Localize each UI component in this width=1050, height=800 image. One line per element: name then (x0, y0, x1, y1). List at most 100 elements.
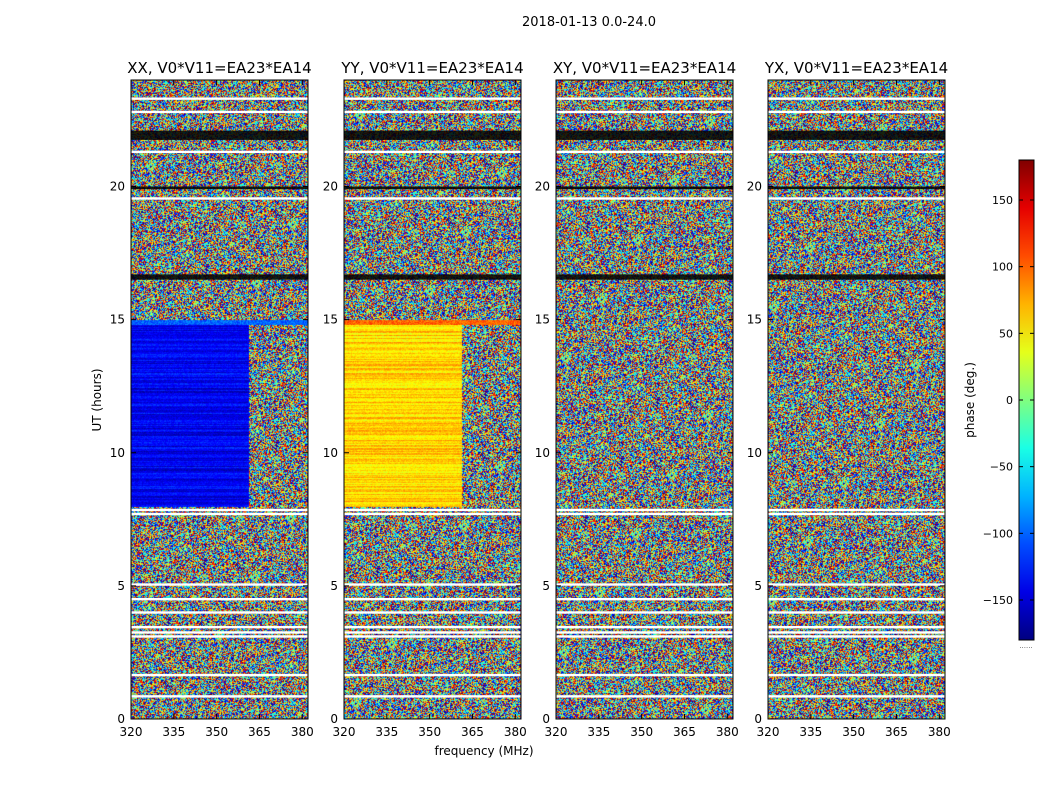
colorbar: −150 −100 −50 0 50 100 150 (983, 159, 1035, 641)
x-tick-label: 350 (842, 725, 865, 739)
y-tick-label: 20 (110, 180, 125, 194)
y-tick-label: 20 (323, 180, 338, 194)
colorbar-tick-label: −100 (983, 527, 1013, 540)
heatmap-yx (768, 80, 945, 719)
heatmap-yy (344, 80, 521, 719)
panel-title: YX, V0*V11=EA23*EA14 (764, 59, 948, 77)
x-tick-label: 320 (757, 725, 780, 739)
flagged-row (768, 150, 945, 154)
x-tick-label: 365 (885, 725, 908, 739)
y-tick-label: 10 (323, 446, 338, 460)
y-tick-label: 15 (323, 313, 338, 327)
colorbar-tick-label: −50 (990, 461, 1013, 474)
flagged-row (556, 110, 733, 114)
flagged-row (131, 97, 308, 100)
y-axis-label: UT (hours) (90, 368, 104, 431)
flagged-row (131, 631, 308, 634)
y-tick-label: 20 (747, 180, 762, 194)
panel-xx: XX, V0*V11=EA23*EA14 320 335 350 365 380 0 5 10 1… (110, 59, 314, 739)
flagged-row (768, 110, 945, 114)
flagged-row (131, 110, 308, 114)
x-tick-label: 335 (375, 725, 398, 739)
flagged-row (344, 150, 521, 154)
flagged-row (768, 512, 945, 516)
y-tick-label: 15 (535, 313, 550, 327)
blank-band (768, 186, 945, 190)
flagged-row (131, 512, 308, 516)
x-tick-label: 320 (545, 725, 568, 739)
y-tick-label: 15 (747, 313, 762, 327)
flagged-row (344, 597, 521, 601)
flagged-row (344, 110, 521, 114)
y-tick-label: 5 (542, 579, 550, 593)
flagged-row (344, 197, 521, 200)
y-tick-label: 5 (330, 579, 338, 593)
flagged-row (556, 150, 733, 154)
colorbar-tick-label: 50 (999, 327, 1013, 340)
y-tick-label: 10 (747, 446, 762, 460)
y-tick-label: 20 (535, 180, 550, 194)
flagged-row (131, 673, 308, 677)
flagged-row (768, 597, 945, 601)
blank-band (344, 274, 521, 280)
blank-band (131, 186, 308, 190)
flagged-row (344, 631, 521, 634)
panel-yy: YY, V0*V11=EA23*EA14 320 335 350 365 380 0 5 10 1… (323, 59, 527, 739)
panels-group: XX, V0*V11=EA23*EA14 320 335 350 365 380 0 5 10 1… (110, 59, 951, 739)
heatmap-xx (131, 80, 308, 719)
flagged-row (768, 97, 945, 100)
heatmap-xy (556, 80, 733, 719)
x-tick-label: 350 (630, 725, 653, 739)
panel-frame (555, 79, 734, 720)
flagged-row (344, 583, 521, 586)
flagged-row (556, 673, 733, 677)
blank-band (344, 186, 521, 190)
flagged-row (556, 508, 733, 512)
blank-band (556, 186, 733, 190)
blank-band (768, 130, 945, 140)
x-tick-label: 365 (673, 725, 696, 739)
x-tick-label: 365 (461, 725, 484, 739)
flagged-row (556, 597, 733, 601)
flagged-row (131, 150, 308, 154)
flagged-row (344, 508, 521, 512)
flagged-row (131, 611, 308, 614)
panel-xy: XY, V0*V11=EA23*EA14 320 335 350 365 380 0 5 10 1… (535, 59, 739, 739)
x-axis-label: frequency (MHz) (434, 744, 533, 758)
x-tick-label: 335 (162, 725, 185, 739)
flagged-row (556, 625, 733, 629)
flagged-row (556, 512, 733, 516)
flagged-row (556, 197, 733, 200)
y-tick-label: 15 (110, 313, 125, 327)
flagged-row (556, 611, 733, 614)
x-tick-label: 335 (799, 725, 822, 739)
flagged-row (768, 197, 945, 200)
panel-title: XX, V0*V11=EA23*EA14 (127, 59, 311, 77)
figure-suptitle: 2018-01-13 0.0-24.0 (522, 15, 656, 30)
y-tick-label: 5 (117, 579, 125, 593)
flagged-row (131, 635, 308, 638)
y-tick-label: 0 (542, 712, 550, 726)
flagged-row (131, 583, 308, 586)
panel-frame (767, 79, 946, 720)
blank-band (556, 130, 733, 140)
flagged-row (556, 97, 733, 100)
y-tick-label: 0 (754, 712, 762, 726)
y-tick-label: 10 (535, 446, 550, 460)
flagged-row (768, 695, 945, 698)
colorbar-tick-label: 150 (992, 194, 1013, 207)
flagged-row (344, 695, 521, 698)
blank-band (344, 130, 521, 140)
colorbar-label: phase (deg.) (963, 362, 977, 438)
flagged-row (556, 583, 733, 586)
blank-band (131, 274, 308, 280)
y-tick-label: 0 (117, 712, 125, 726)
flagged-row (768, 611, 945, 614)
y-tick-label: 5 (754, 579, 762, 593)
flagged-row (768, 635, 945, 638)
x-tick-label: 350 (205, 725, 228, 739)
x-tick-label: 335 (587, 725, 610, 739)
x-tick-label: 365 (248, 725, 271, 739)
y-tick-label: 10 (110, 446, 125, 460)
